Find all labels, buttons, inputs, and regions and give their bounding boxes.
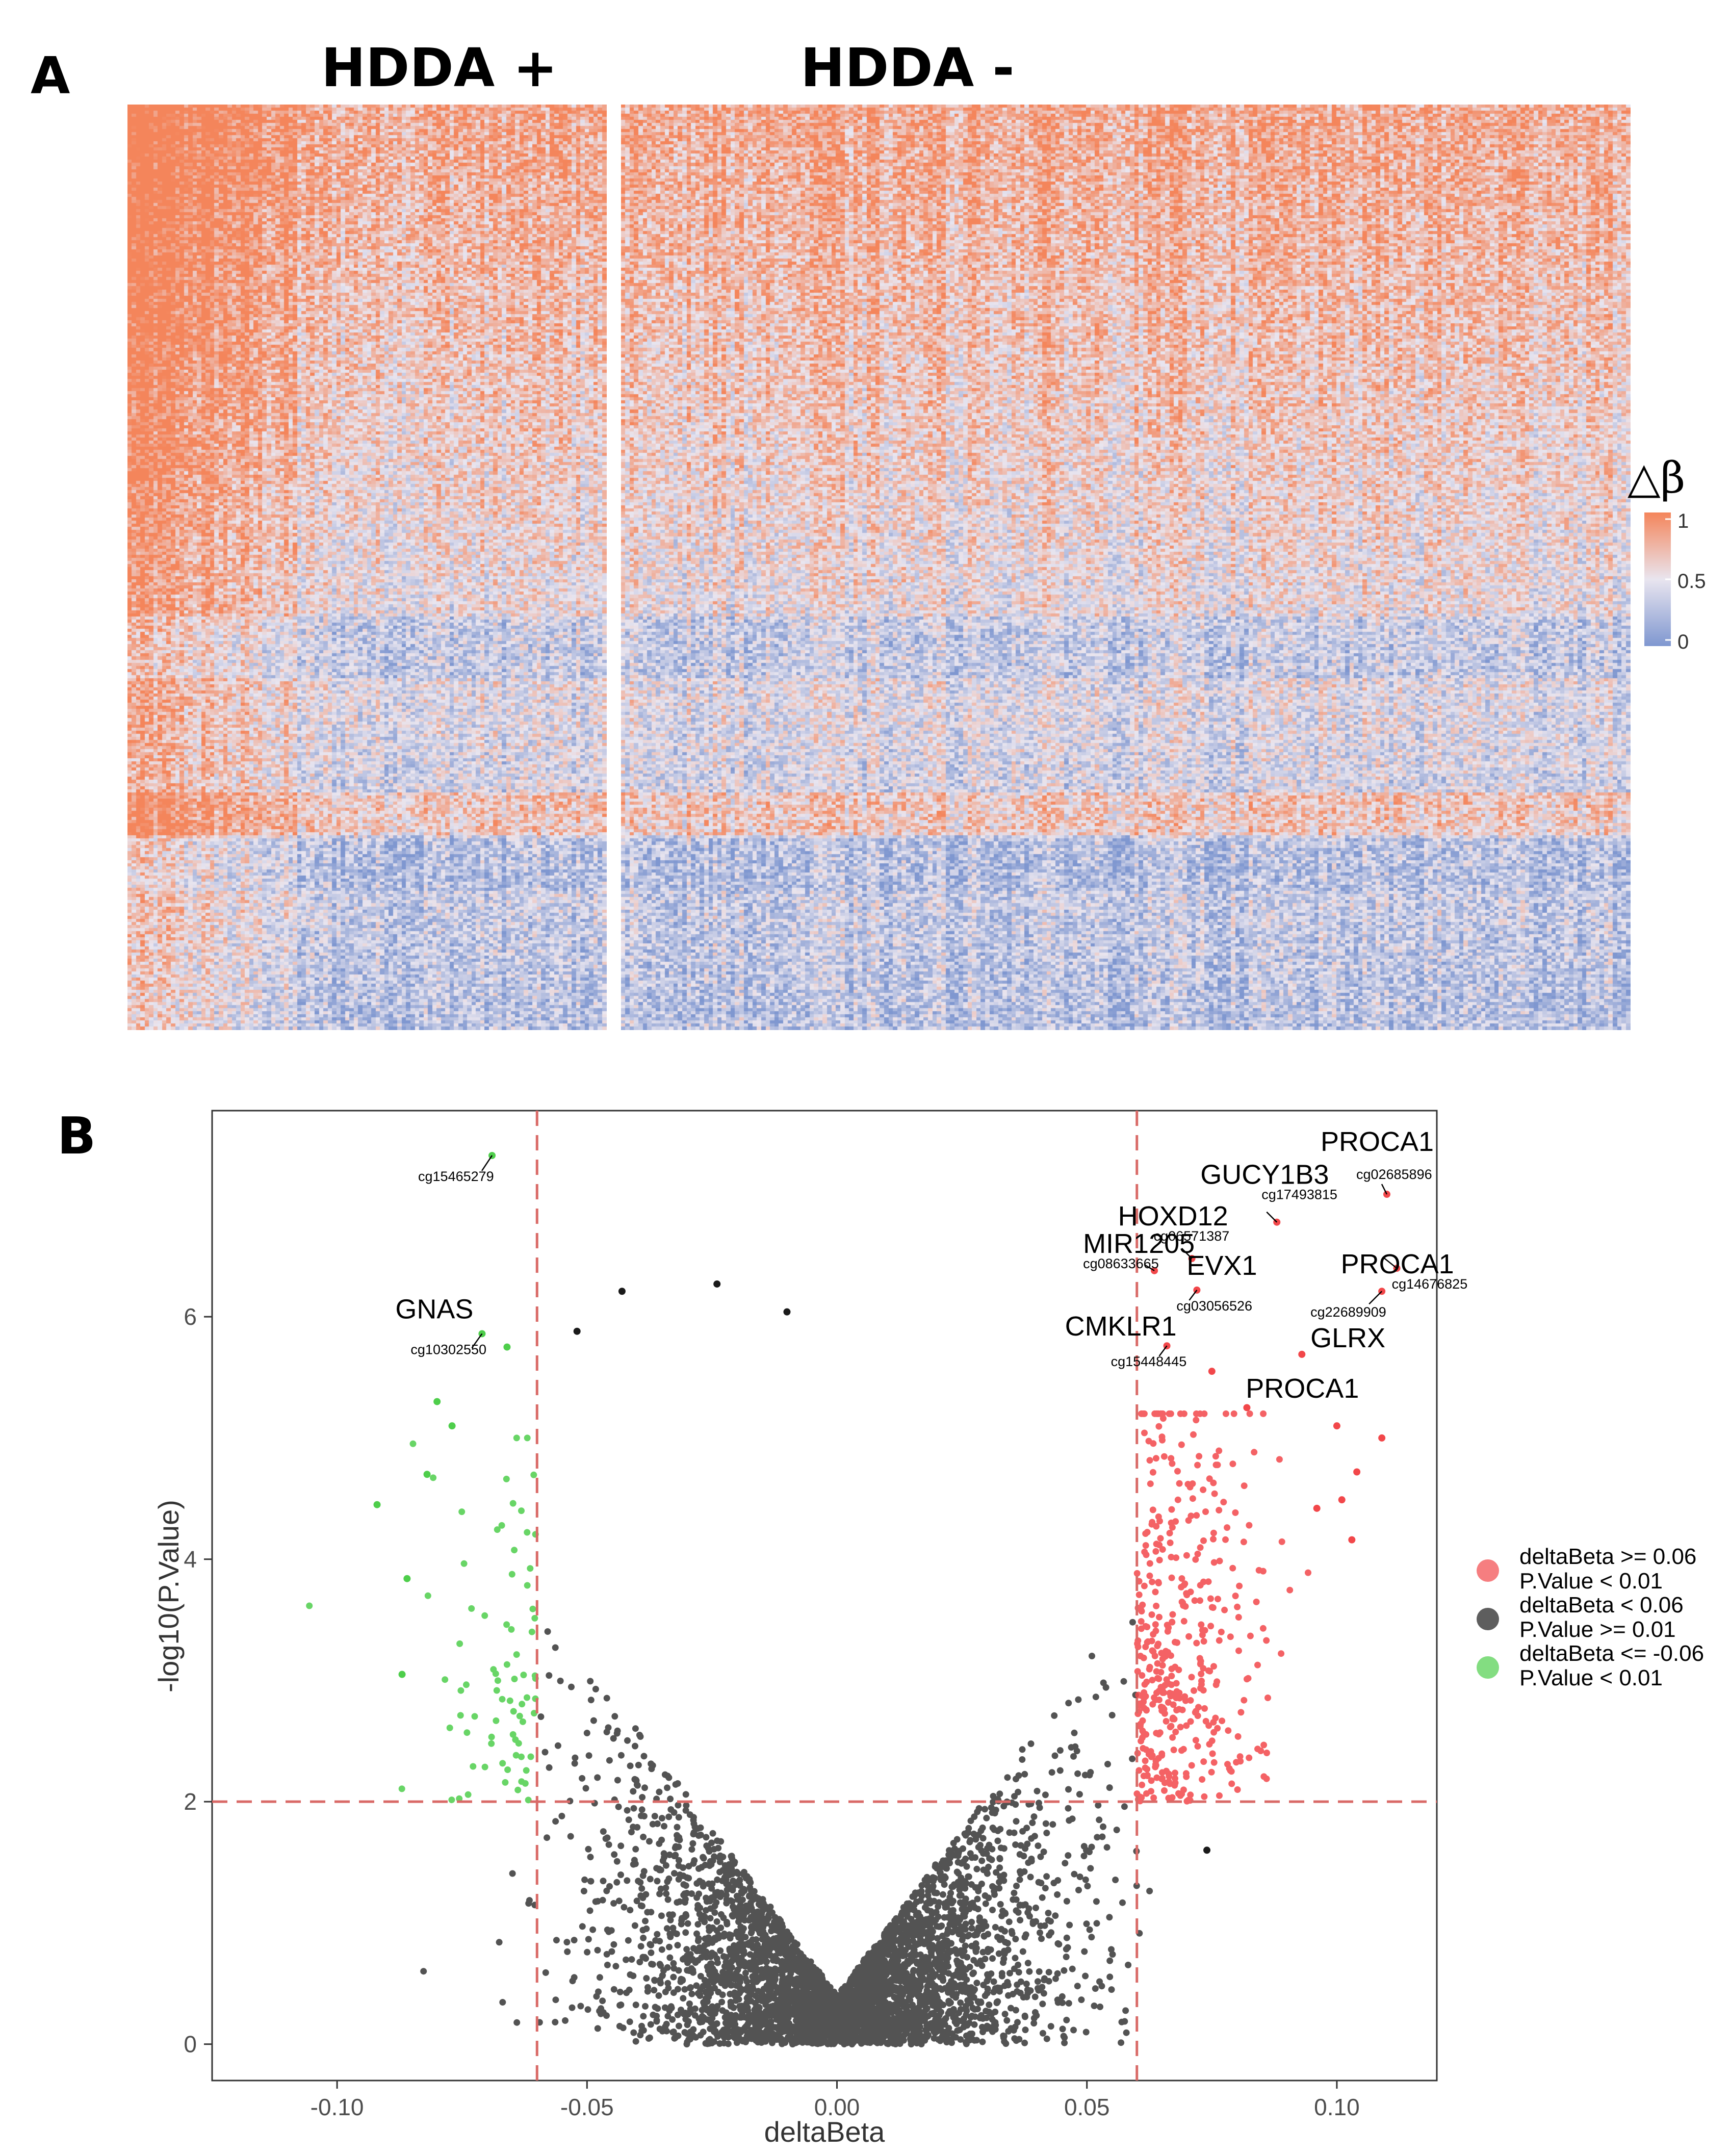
probe-label: cg06571387 <box>1154 1228 1230 1244</box>
data-point <box>1313 1504 1321 1512</box>
legend-label-line2: P.Value < 0.01 <box>1519 1569 1663 1594</box>
colorbar: △β 1 0.5 0 <box>1628 453 1706 653</box>
probe-label: cg14676825 <box>1392 1276 1468 1292</box>
data-point <box>433 1398 441 1405</box>
point-cloud-up <box>1133 1410 1311 1805</box>
data-point <box>1203 1846 1211 1854</box>
panel-a-label: A <box>31 46 70 106</box>
probe-label: cg08633665 <box>1083 1256 1159 1271</box>
data-point <box>618 1288 626 1295</box>
data-point <box>1378 1434 1386 1442</box>
data-point <box>503 1343 511 1351</box>
leader-line <box>1381 1184 1388 1195</box>
probe-label: cg02685896 <box>1356 1167 1432 1182</box>
labeled-data-point <box>1298 1350 1306 1358</box>
data-point <box>713 1280 721 1288</box>
point-labels: cg15465279 GNAS cg10302550 PROCA1 cg02685896… <box>395 1126 1467 1404</box>
leader-line <box>1368 1291 1383 1305</box>
legend-label-line1: deltaBeta < 0.06 <box>1519 1593 1684 1618</box>
data-point <box>373 1501 381 1508</box>
colorbar-tick-low: 0 <box>1677 631 1689 653</box>
gene-label: PROCA1 <box>1341 1249 1454 1279</box>
probe-label: cg03056526 <box>1176 1298 1252 1314</box>
hdda-negative-title: HDDA - <box>801 37 1015 99</box>
y-tick-label: 4 <box>184 1546 197 1573</box>
x-axis-title: deltaBeta <box>764 2116 885 2148</box>
data-point <box>1333 1422 1340 1430</box>
data-point <box>403 1575 411 1582</box>
threshold-lines <box>212 1111 1437 2081</box>
y-tick-label: 2 <box>184 1788 197 1815</box>
data-point <box>423 1471 431 1478</box>
data-point <box>448 1422 456 1430</box>
probe-label: cg10302550 <box>410 1342 486 1357</box>
legend-swatch <box>1477 1656 1499 1679</box>
x-tick-label: -0.10 <box>311 2094 364 2120</box>
axes: -0.10 -0.05 0.00 0.05 0.10 0 2 4 6 <box>184 1303 1359 2120</box>
probe-label: cg15448445 <box>1111 1354 1187 1369</box>
leader-line <box>1158 1345 1168 1356</box>
colorbar-title: △β <box>1628 453 1685 503</box>
x-tick-label: 0.00 <box>814 2094 860 2120</box>
probe-label: cg15465279 <box>418 1169 494 1184</box>
gene-label: PROCA1 <box>1321 1126 1434 1157</box>
data-point <box>783 1308 791 1316</box>
legend-swatch <box>1477 1608 1499 1630</box>
gene-label: HOXD12 <box>1118 1201 1228 1231</box>
x-tick-label: 0.10 <box>1314 2094 1360 2120</box>
leader-line <box>1383 1257 1398 1269</box>
legend-label-line2: P.Value >= 0.01 <box>1519 1617 1676 1642</box>
leader-line <box>481 1155 493 1171</box>
probe-label: cg22689909 <box>1310 1304 1386 1320</box>
probe-label: cg17493815 <box>1261 1187 1337 1202</box>
leader-line <box>471 1333 483 1349</box>
colorbar-tick-mid: 0.5 <box>1677 570 1706 593</box>
gene-label: MIR1205 <box>1083 1228 1195 1259</box>
legend-label-line1: deltaBeta <= -0.06 <box>1519 1641 1704 1666</box>
data-point <box>398 1671 406 1678</box>
x-tick-label: -0.05 <box>560 2094 614 2120</box>
heatmap-hdda-positive <box>127 105 607 1030</box>
legend-label-line2: P.Value < 0.01 <box>1519 1665 1663 1690</box>
data-point <box>1208 1368 1216 1375</box>
colorbar-tick-high: 1 <box>1677 510 1689 532</box>
panel-b-label: B <box>57 1106 96 1166</box>
leader-line <box>1189 1290 1198 1301</box>
y-tick-label: 6 <box>184 1303 197 1330</box>
leader-line <box>1181 1248 1193 1259</box>
data-point <box>573 1327 581 1335</box>
gene-label: EVX1 <box>1186 1250 1257 1281</box>
legend-swatch <box>1477 1559 1499 1582</box>
gene-label: PROCA1 <box>1246 1373 1359 1404</box>
gene-label: GNAS <box>395 1294 473 1324</box>
legend-label-line1: deltaBeta >= 0.06 <box>1519 1544 1696 1569</box>
data-point <box>1338 1496 1346 1504</box>
x-tick-label: 0.05 <box>1064 2094 1110 2120</box>
heatmap-hdda-negative <box>621 105 1631 1030</box>
data-point <box>1348 1536 1356 1544</box>
y-tick-label: 0 <box>184 2031 197 2058</box>
hdda-positive-title: HDDA + <box>321 37 558 99</box>
point-cloud-ns <box>420 1619 1153 2048</box>
y-axis-title: -log10(P.Value) <box>152 1500 185 1692</box>
gene-label: GLRX <box>1310 1323 1385 1353</box>
gene-label: CMKLR1 <box>1065 1311 1177 1342</box>
data-point <box>1243 1404 1251 1411</box>
leader-line <box>1266 1211 1278 1223</box>
legend: deltaBeta >= 0.06P.Value < 0.01deltaBeta… <box>1477 1544 1704 1690</box>
leader-line <box>1144 1264 1155 1271</box>
gene-label: GUCY1B3 <box>1200 1160 1329 1190</box>
data-point <box>1353 1468 1361 1476</box>
points <box>306 1280 1386 2048</box>
